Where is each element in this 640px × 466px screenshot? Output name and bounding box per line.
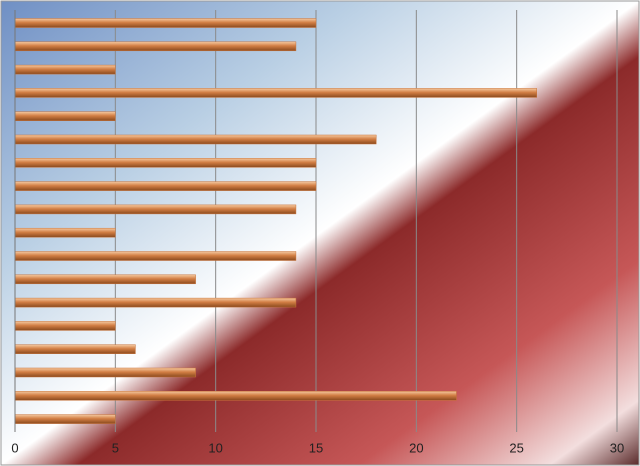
bar [14, 18, 317, 28]
bar [14, 41, 297, 52]
x-tick-label: 5 [112, 440, 119, 455]
x-tick-label: 0 [11, 440, 18, 455]
bar [14, 64, 116, 75]
bar [14, 227, 116, 238]
bar [14, 88, 537, 98]
bar [14, 204, 297, 215]
bar [14, 321, 116, 331]
bar [14, 158, 317, 168]
x-tick-label: 20 [409, 440, 423, 455]
bar [14, 181, 317, 191]
bar [14, 111, 116, 121]
x-tick-label: 30 [610, 440, 624, 455]
bar [14, 274, 196, 285]
bar [14, 367, 196, 378]
bar [14, 251, 297, 261]
bar [14, 391, 457, 401]
x-tick-label: 10 [208, 440, 222, 455]
bar [14, 414, 116, 424]
bar [14, 344, 136, 354]
x-tick-label: 15 [309, 440, 323, 455]
bar [14, 297, 297, 308]
x-tick-label: 25 [509, 440, 523, 455]
bar [14, 134, 377, 145]
